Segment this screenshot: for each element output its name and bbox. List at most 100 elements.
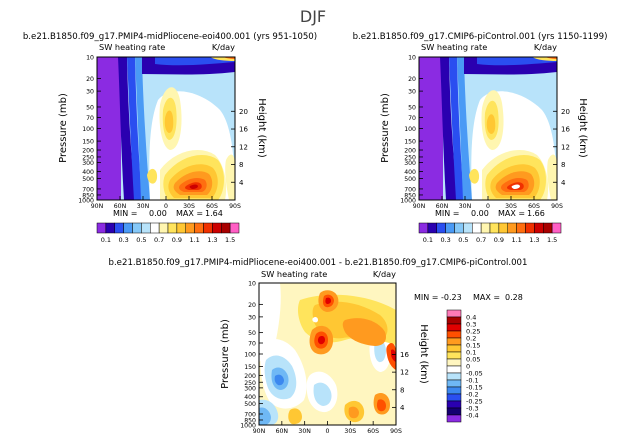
colorbar-swatch bbox=[132, 222, 142, 234]
panel-1-min-label: MIN = bbox=[113, 209, 138, 218]
panel-3-min-label: MIN = bbox=[414, 293, 439, 302]
colorbar-swatch bbox=[158, 222, 169, 234]
y-right-tick-label: 20 bbox=[561, 108, 570, 116]
colorbar-swatch bbox=[516, 222, 526, 234]
x-tick-label: 30N bbox=[459, 203, 472, 210]
x-tick-label: 30N bbox=[137, 203, 150, 210]
y-tick-label: 100 bbox=[404, 126, 416, 133]
colorbar-swatch bbox=[551, 222, 562, 234]
colorbar-label: -0.4 bbox=[466, 412, 479, 420]
y-right-tick-label: 4 bbox=[400, 404, 405, 412]
y-right-tick-label: 12 bbox=[561, 143, 570, 151]
figure-title: DJF bbox=[300, 7, 326, 26]
colorbar-swatch bbox=[480, 222, 491, 234]
x-tick-label: 0 bbox=[486, 203, 490, 210]
y-tick-label: 250 bbox=[244, 380, 256, 387]
y-right-tick-label: 12 bbox=[400, 369, 409, 377]
y-tick-label: 10 bbox=[408, 55, 416, 62]
colorbar-label: 0 bbox=[466, 363, 470, 371]
y-tick-label: 300 bbox=[244, 385, 256, 392]
y-tick-label: 500 bbox=[404, 176, 416, 183]
colorbar-swatch bbox=[445, 222, 455, 234]
colorbar-swatch bbox=[543, 222, 553, 234]
panel-2: b.e21.B1850.f09_g17.CMIP6-piControl.001 … bbox=[353, 32, 608, 244]
y-right-tick-label: 20 bbox=[239, 108, 248, 116]
colorbar-swatch bbox=[446, 372, 462, 381]
panel-1: b.e21.B1850.f09_g17.PMIP4-midPliocene-eo… bbox=[23, 32, 317, 244]
colorbar-swatch bbox=[185, 222, 195, 234]
panel-1-max-label: MAX = bbox=[176, 209, 203, 218]
y-tick-label: 70 bbox=[248, 341, 256, 348]
colorbar-swatch bbox=[446, 407, 462, 416]
colorbar-label: 0.3 bbox=[466, 321, 476, 329]
panel-1-field bbox=[97, 57, 235, 200]
x-tick-label: 90N bbox=[91, 203, 104, 210]
panel-2-ticks: 1020305070100150200250300400500700850100… bbox=[400, 55, 570, 211]
x-tick-label: 30S bbox=[344, 428, 356, 435]
colorbar-label: 1.3 bbox=[207, 236, 217, 244]
y-tick-label: 70 bbox=[86, 115, 94, 122]
y-tick-label: 10 bbox=[248, 281, 256, 288]
panel-1-subtitle-left: SW heating rate bbox=[99, 42, 165, 52]
panel-2-max-label: MAX = bbox=[498, 209, 525, 218]
colorbar-label: 0.9 bbox=[172, 236, 182, 244]
y-tick-label: 150 bbox=[244, 364, 256, 371]
panel-2-field bbox=[419, 57, 557, 200]
panel-3-max-label: MAX = bbox=[473, 293, 500, 302]
colorbar-swatch bbox=[446, 414, 462, 423]
colorbar-label: 0.2 bbox=[466, 335, 476, 343]
colorbar-swatch bbox=[203, 222, 213, 234]
y-tick-label: 400 bbox=[244, 394, 256, 401]
panel-1-subtitle-right: K/day bbox=[212, 42, 235, 52]
x-tick-label: 60N bbox=[436, 203, 449, 210]
colorbar-swatch bbox=[212, 222, 222, 234]
colorbar-label: 1.5 bbox=[547, 236, 557, 244]
colorbar-swatch bbox=[141, 222, 151, 234]
panel-3-max-value: 0.28 bbox=[505, 293, 523, 302]
colorbar-swatch bbox=[229, 222, 240, 234]
y-tick-label: 250 bbox=[404, 154, 416, 161]
colorbar-swatch bbox=[472, 222, 482, 234]
colorbar-label: -0.15 bbox=[466, 384, 483, 392]
colorbar-swatch bbox=[534, 222, 544, 234]
y-tick-label: 300 bbox=[82, 160, 94, 167]
y-tick-label: 20 bbox=[408, 76, 416, 83]
y-right-tick-label: 8 bbox=[561, 161, 565, 169]
colorbar-swatch bbox=[436, 222, 446, 234]
colorbar-swatch bbox=[489, 222, 500, 234]
colorbar-label: -0.2 bbox=[466, 391, 479, 399]
colorbar-label: 0.25 bbox=[466, 328, 480, 336]
y-tick-label: 500 bbox=[82, 176, 94, 183]
panel-3: b.e21.B1850.f09_g17.PMIP4-midPliocene-eo… bbox=[109, 258, 528, 435]
y-right-tick-label: 16 bbox=[400, 351, 409, 359]
colorbar-label: 0.1 bbox=[466, 349, 476, 357]
y-tick-label: 50 bbox=[408, 104, 416, 111]
panel-2-max-value: 1.66 bbox=[527, 209, 545, 218]
x-tick-label: 90S bbox=[229, 203, 241, 210]
panel-2-ylabel-right: Height (km) bbox=[577, 98, 588, 158]
colorbar-swatch bbox=[167, 222, 178, 234]
x-tick-label: 90N bbox=[413, 203, 426, 210]
colorbar-label: 0.5 bbox=[458, 236, 468, 244]
y-tick-label: 150 bbox=[404, 139, 416, 146]
panel-1-min-value: 0.00 bbox=[149, 209, 167, 218]
panel-3-ylabel-right: Height (km) bbox=[418, 324, 429, 384]
y-tick-label: 200 bbox=[404, 148, 416, 155]
colorbar-swatch bbox=[446, 337, 462, 346]
panel-3-subtitle-right: K/day bbox=[373, 269, 396, 279]
x-tick-label: 60S bbox=[528, 203, 540, 210]
colorbar-label: 0.9 bbox=[494, 236, 504, 244]
y-tick-label: 400 bbox=[82, 169, 94, 176]
panel-3-ylabel: Pressure (mb) bbox=[220, 319, 231, 389]
panel-2-subtitle-right: K/day bbox=[534, 42, 557, 52]
panel-3-title: b.e21.B1850.f09_g17.PMIP4-midPliocene-eo… bbox=[109, 258, 528, 268]
x-tick-label: 30S bbox=[183, 203, 195, 210]
colorbar-label: 0.1 bbox=[423, 236, 433, 244]
y-tick-label: 1000 bbox=[240, 423, 256, 430]
colorbar-swatch bbox=[427, 222, 437, 234]
colorbar-swatch bbox=[446, 393, 462, 402]
colorbar-swatch bbox=[446, 379, 462, 388]
colorbar-label: -0.05 bbox=[466, 370, 483, 378]
